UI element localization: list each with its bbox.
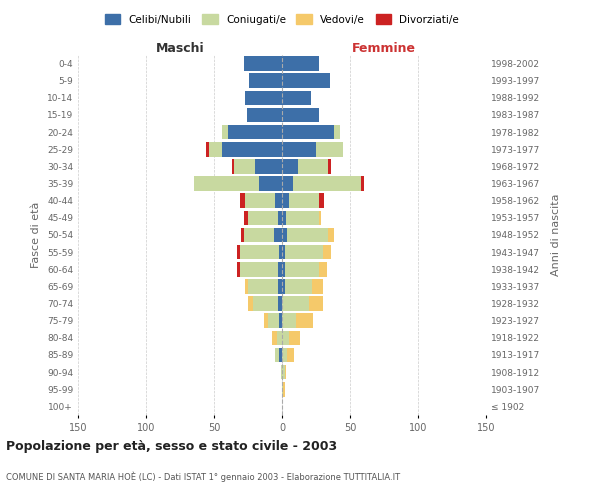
Bar <box>278 279 282 293</box>
Bar <box>281 365 282 380</box>
Bar <box>206 142 209 156</box>
Bar <box>237 262 240 276</box>
Bar <box>285 365 286 380</box>
Bar <box>247 108 282 122</box>
Bar <box>277 330 282 345</box>
Bar <box>282 296 309 311</box>
Bar <box>240 194 245 208</box>
Bar <box>328 228 334 242</box>
Bar <box>282 159 298 174</box>
Bar <box>334 125 340 140</box>
Text: Popolazione per età, sesso e stato civile - 2003: Popolazione per età, sesso e stato civil… <box>6 440 337 453</box>
Bar <box>282 125 334 140</box>
Bar <box>240 262 278 276</box>
Bar <box>282 365 285 380</box>
Bar <box>319 210 322 225</box>
Bar <box>282 108 319 122</box>
Bar <box>240 245 279 260</box>
Bar <box>268 314 279 328</box>
Bar <box>287 348 294 362</box>
Bar <box>316 142 343 156</box>
Bar <box>255 159 282 174</box>
Bar <box>222 142 282 156</box>
Bar <box>289 194 319 208</box>
Bar <box>309 296 323 311</box>
Bar <box>241 228 244 242</box>
Bar <box>282 228 287 242</box>
Bar <box>250 74 282 88</box>
Bar <box>272 330 277 345</box>
Bar <box>278 262 282 276</box>
Text: COMUNE DI SANTA MARIA HOÈ (LC) - Dati ISTAT 1° gennaio 2003 - Elaborazione TUTTI: COMUNE DI SANTA MARIA HOÈ (LC) - Dati IS… <box>6 472 400 482</box>
Bar <box>253 296 278 311</box>
Bar <box>248 210 278 225</box>
Bar <box>282 348 287 362</box>
Text: Femmine: Femmine <box>352 42 416 55</box>
Bar <box>285 245 323 260</box>
Bar <box>279 314 282 328</box>
Bar <box>279 245 282 260</box>
Bar <box>282 279 285 293</box>
Bar <box>296 314 313 328</box>
Bar <box>275 348 279 362</box>
Bar <box>227 125 282 140</box>
Bar <box>282 90 311 105</box>
Bar <box>282 176 293 191</box>
Bar <box>312 279 323 293</box>
Bar <box>274 228 282 242</box>
Y-axis label: Anni di nascita: Anni di nascita <box>551 194 561 276</box>
Bar <box>285 262 319 276</box>
Bar <box>282 74 329 88</box>
Bar <box>245 90 282 105</box>
Bar <box>287 228 328 242</box>
Bar <box>259 176 282 191</box>
Bar <box>244 56 282 71</box>
Bar <box>361 176 364 191</box>
Bar <box>282 210 286 225</box>
Bar <box>282 330 289 345</box>
Bar <box>245 194 275 208</box>
Bar <box>283 382 285 396</box>
Bar <box>293 176 361 191</box>
Bar <box>286 210 319 225</box>
Bar <box>282 262 285 276</box>
Bar <box>232 159 235 174</box>
Bar <box>194 176 259 191</box>
Y-axis label: Fasce di età: Fasce di età <box>31 202 41 268</box>
Bar <box>282 194 289 208</box>
Bar <box>275 194 282 208</box>
Bar <box>245 279 248 293</box>
Bar <box>323 245 331 260</box>
Bar <box>285 279 312 293</box>
Bar <box>235 159 255 174</box>
Bar <box>289 330 299 345</box>
Bar <box>279 348 282 362</box>
Bar <box>319 194 324 208</box>
Bar <box>222 125 227 140</box>
Text: Maschi: Maschi <box>155 42 205 55</box>
Bar <box>328 159 331 174</box>
Bar <box>282 382 283 396</box>
Legend: Celibi/Nubili, Coniugati/e, Vedovi/e, Divorziati/e: Celibi/Nubili, Coniugati/e, Vedovi/e, Di… <box>101 10 463 29</box>
Bar <box>282 142 316 156</box>
Bar <box>237 245 240 260</box>
Bar <box>278 210 282 225</box>
Bar <box>298 159 328 174</box>
Bar <box>265 314 268 328</box>
Bar <box>282 314 296 328</box>
Bar <box>278 296 282 311</box>
Bar <box>244 210 248 225</box>
Bar <box>282 56 319 71</box>
Bar <box>209 142 222 156</box>
Bar <box>248 279 278 293</box>
Bar <box>244 228 274 242</box>
Bar <box>319 262 327 276</box>
Bar <box>248 296 253 311</box>
Bar <box>282 245 285 260</box>
